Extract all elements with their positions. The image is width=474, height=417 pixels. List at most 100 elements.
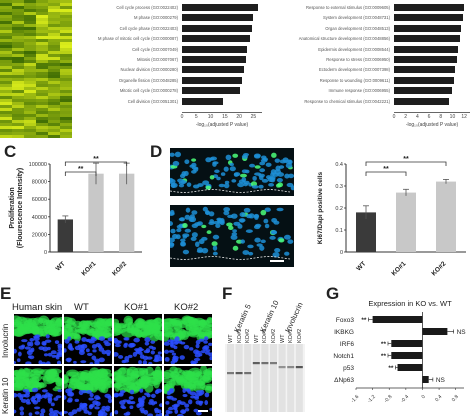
heatmap-cell [48,0,61,4]
heatmap-cell [24,63,37,67]
cell-nucleus [170,152,175,157]
dapi-nucleus [83,410,90,414]
heatmap-cell [60,30,72,34]
dapi-nucleus [78,389,84,396]
go-right-term-label: Response to wounding (GO:0009611) [319,77,390,83]
heatmap-cell [0,129,13,133]
cell-nucleus [264,223,270,229]
green-signal [14,330,24,337]
heatmap-cell [36,84,49,88]
heatmap-cell [24,39,37,43]
dapi-nucleus [118,392,124,397]
basement-membrane [170,256,291,260]
green-signal [71,374,80,382]
go-right-tick-label: 12 [461,114,467,120]
heatmap-cell [24,66,37,70]
dapi-nucleus [130,400,136,405]
heatmap-cell [24,120,37,124]
blot-lane [270,344,277,412]
go-right-term-label: Ectoderm development (GO:0007398) [319,67,390,73]
heatmap-cell [24,15,37,19]
heatmap-cell [36,36,49,40]
cell-nucleus [263,218,269,224]
blot-lane-label: KO#1 [288,328,295,343]
dapi-nucleus [209,407,212,411]
green-signal [47,369,57,379]
dapi-nucleus [31,399,37,403]
heatmap-cell [12,102,25,106]
heatmap-cell [24,27,37,31]
heatmap-cell [12,120,25,124]
cell-nucleus [201,247,209,254]
go-left-term-label: Cell cycle process (GO:0022402) [116,5,178,10]
dapi-nucleus [107,398,112,404]
heatmap-cell [36,60,49,64]
green-signal [207,371,212,376]
green-signal [185,323,199,332]
significance-label: ** [93,156,99,163]
cell-nucleus [186,182,192,187]
blot-lane [261,344,269,412]
heatmap-cell [12,30,25,34]
column-label: KO#1 [124,302,149,313]
heatmap-cell [24,36,37,40]
bar [356,212,376,252]
cell-nucleus [264,207,271,212]
dapi-nucleus [139,388,144,393]
heatmap-cell [24,90,37,94]
heatmap-cell [0,84,13,88]
cell-nucleus [170,221,173,227]
cell-nucleus [180,241,185,247]
dapi-nucleus [47,398,53,401]
green-signal [114,318,120,326]
dapi-nucleus [184,403,190,408]
heatmap-cell [12,99,25,103]
cell-nucleus [276,207,284,212]
staining-image [164,314,212,364]
cell-nucleus [261,178,269,183]
blot-lane [295,344,303,412]
dapi-nucleus [183,344,190,350]
green-signal [142,321,154,329]
cell-nucleus [278,238,285,243]
cell-nucleus [252,175,257,181]
heatmap-cell [0,75,13,79]
dapi-nucleus [171,397,178,401]
y-axis-label: Ki67/Dapi positive cells [317,171,324,244]
cell-nucleus [206,230,212,235]
ki67-image-bottom [170,205,294,267]
heatmap-cell [36,57,49,61]
heatmap-cell [0,0,13,4]
dapi-nucleus [107,337,112,342]
dapi-nucleus [177,413,184,416]
heatmap-cell [24,3,37,7]
go-left-term-label: Organelle fission (GO:0048285) [118,77,178,83]
heatmap-cell [36,105,49,109]
cell-nucleus [181,171,187,177]
dapi-nucleus [88,397,94,401]
dapi-nucleus [125,411,131,416]
dapi-nucleus [164,349,169,354]
dapi-nucleus [138,397,143,401]
blot-lane-label: WT [279,334,286,343]
heatmap-cell [60,66,72,70]
dapi-nucleus [99,409,106,415]
dapi-nucleus [149,399,154,403]
dapi-nucleus [92,349,97,353]
heatmap-cell [36,102,49,106]
dapi-nucleus [41,389,48,393]
go-right-tick-label: 8 [439,114,443,120]
heatmap-cell [48,12,61,16]
cell-nucleus [208,211,215,217]
cell-nucleus [283,234,291,240]
dapi-nucleus [158,412,162,416]
expression-heatmap [0,0,72,138]
dapi-nucleus [66,357,72,361]
cell-nucleus [256,243,263,247]
heatmap-cell [48,126,61,130]
heatmap-cell [0,33,13,37]
y-tick-label: 0 [340,250,343,256]
dapi-nucleus [139,354,145,359]
heatmap-cell [60,45,72,49]
dapi-nucleus [39,412,45,416]
